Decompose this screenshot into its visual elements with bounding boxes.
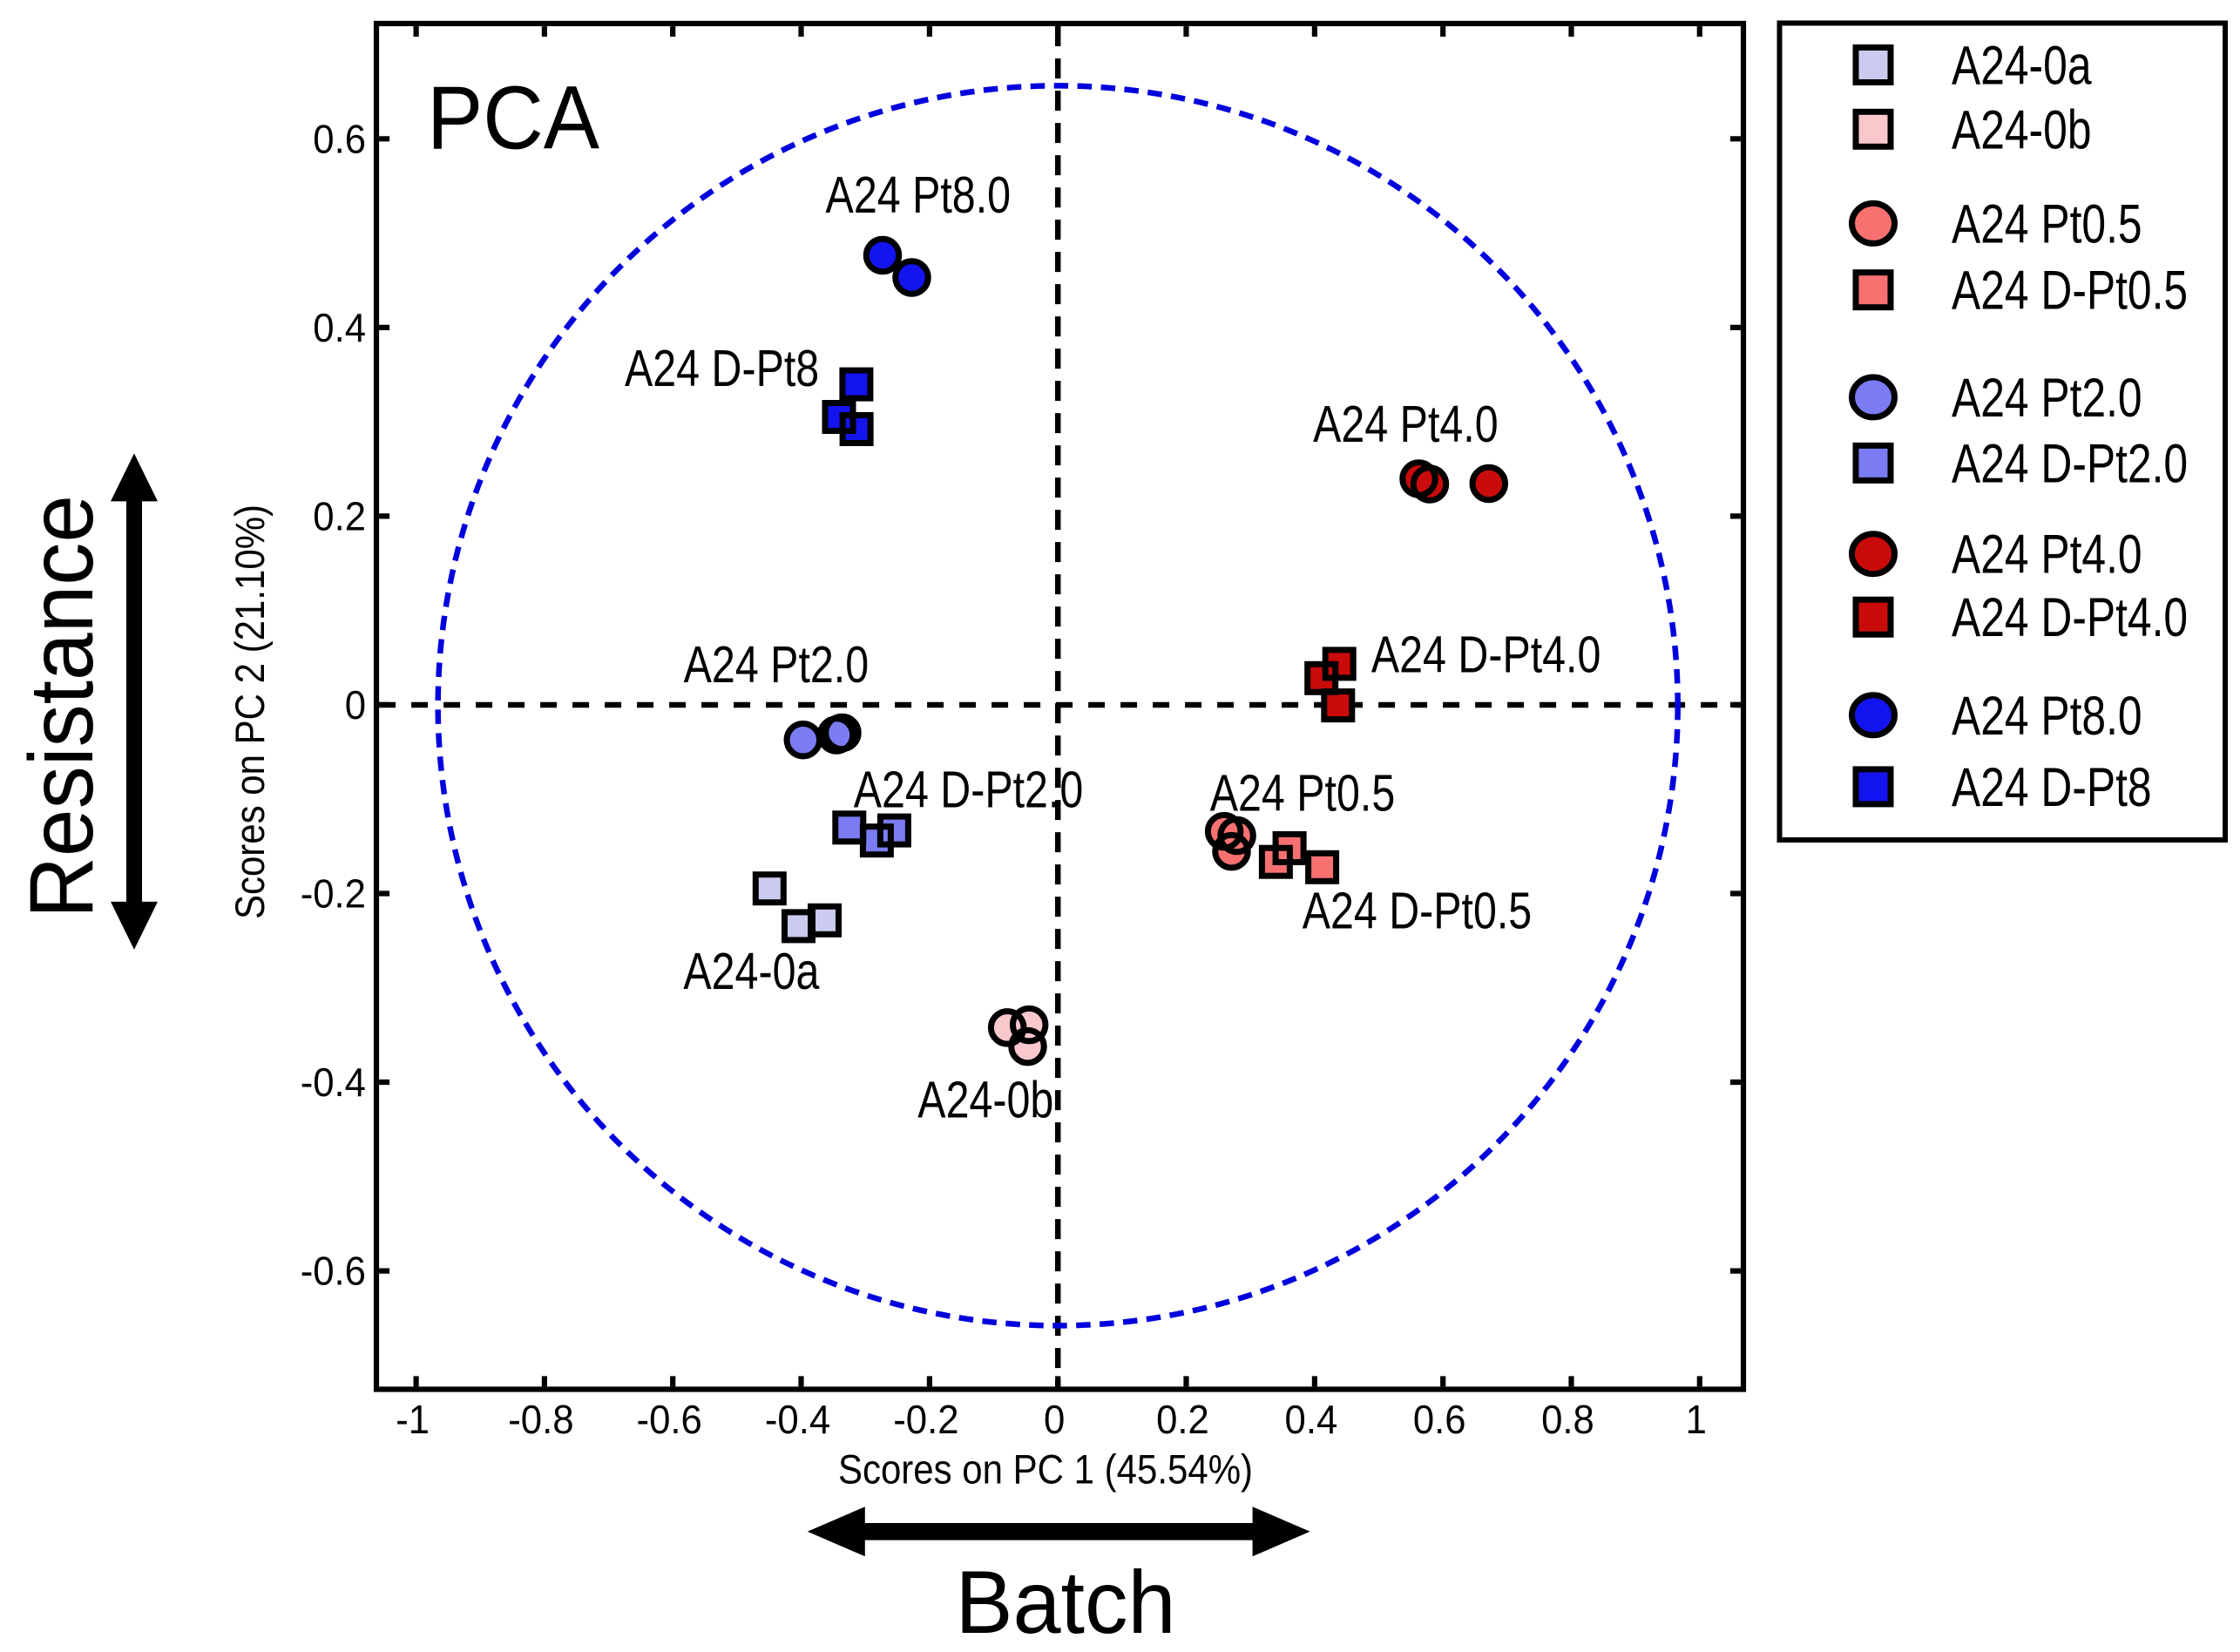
svg-text:0.6: 0.6 bbox=[1413, 1397, 1466, 1442]
svg-text:0.2: 0.2 bbox=[1156, 1397, 1209, 1442]
svg-text:-0.6: -0.6 bbox=[301, 1249, 366, 1294]
svg-text:A24 Pt0.5: A24 Pt0.5 bbox=[1210, 764, 1396, 822]
svg-text:0: 0 bbox=[345, 682, 366, 728]
svg-text:0.4: 0.4 bbox=[1285, 1397, 1338, 1442]
svg-text:A24 Pt8.0: A24 Pt8.0 bbox=[1952, 686, 2142, 747]
svg-text:-0.2: -0.2 bbox=[301, 871, 366, 917]
svg-text:0.6: 0.6 bbox=[313, 116, 366, 161]
svg-text:A24 D-Pt2.0: A24 D-Pt2.0 bbox=[854, 761, 1084, 818]
svg-text:-1: -1 bbox=[396, 1397, 430, 1442]
svg-text:0.8: 0.8 bbox=[1541, 1397, 1594, 1442]
svg-text:A24 Pt4.0: A24 Pt4.0 bbox=[1313, 396, 1499, 453]
svg-text:A24 D-Pt8: A24 D-Pt8 bbox=[625, 340, 819, 397]
svg-text:-0.2: -0.2 bbox=[893, 1397, 958, 1442]
svg-text:A24 Pt0.5: A24 Pt0.5 bbox=[1952, 193, 2142, 254]
svg-text:-0.4: -0.4 bbox=[301, 1060, 366, 1105]
svg-text:Scores on PC 1 (45.54%): Scores on PC 1 (45.54%) bbox=[838, 1447, 1253, 1493]
svg-text:A24 Pt2.0: A24 Pt2.0 bbox=[1952, 368, 2142, 429]
svg-text:0.4: 0.4 bbox=[313, 305, 366, 350]
svg-text:-0.6: -0.6 bbox=[637, 1397, 702, 1442]
svg-text:A24 D-Pt0.5: A24 D-Pt0.5 bbox=[1952, 261, 2188, 322]
svg-text:Scores on PC 2 (21.10%): Scores on PC 2 (21.10%) bbox=[227, 504, 274, 919]
svg-text:-0.8: -0.8 bbox=[508, 1397, 573, 1442]
svg-text:A24 D-Pt4.0: A24 D-Pt4.0 bbox=[1371, 626, 1601, 683]
svg-text:A24 D-Pt0.5: A24 D-Pt0.5 bbox=[1303, 883, 1533, 940]
svg-text:A24 Pt2.0: A24 Pt2.0 bbox=[684, 636, 870, 694]
svg-text:A24 D-Pt2.0: A24 D-Pt2.0 bbox=[1952, 433, 2188, 494]
svg-text:A24-0a: A24-0a bbox=[683, 943, 819, 1000]
svg-text:A24 Pt8.0: A24 Pt8.0 bbox=[826, 166, 1012, 224]
svg-text:Batch: Batch bbox=[956, 1553, 1176, 1652]
svg-text:0: 0 bbox=[1044, 1397, 1065, 1442]
svg-text:-0.4: -0.4 bbox=[765, 1397, 830, 1442]
svg-text:PCA: PCA bbox=[427, 68, 599, 168]
svg-text:Resistance: Resistance bbox=[11, 495, 112, 918]
svg-text:1: 1 bbox=[1686, 1397, 1707, 1442]
svg-text:A24 D-Pt4.0: A24 D-Pt4.0 bbox=[1952, 587, 2188, 648]
svg-text:A24-0b: A24-0b bbox=[917, 1072, 1053, 1129]
svg-text:A24 D-Pt8: A24 D-Pt8 bbox=[1952, 757, 2152, 818]
svg-text:0.2: 0.2 bbox=[313, 493, 366, 538]
svg-text:A24-0a: A24-0a bbox=[1952, 36, 2092, 97]
svg-text:A24-0b: A24-0b bbox=[1952, 99, 2092, 160]
svg-text:A24 Pt4.0: A24 Pt4.0 bbox=[1952, 525, 2142, 586]
